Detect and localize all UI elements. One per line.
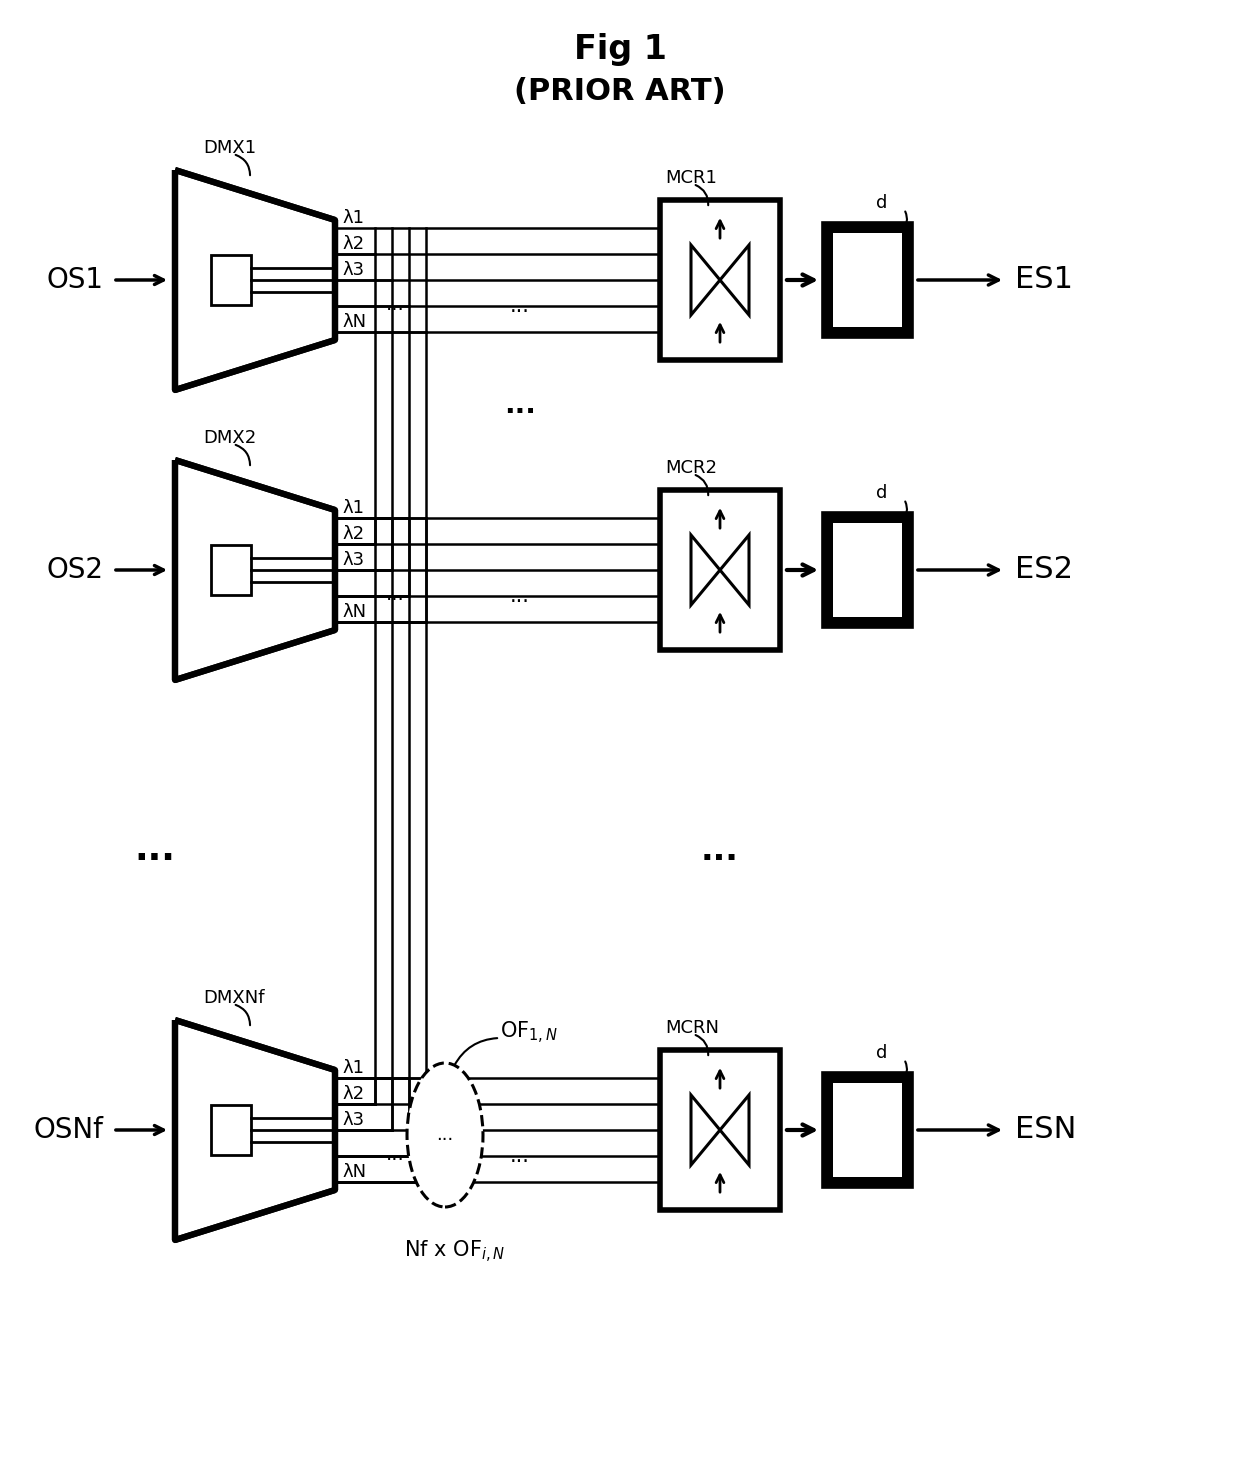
Text: OSNf: OSNf <box>33 1116 103 1144</box>
Text: DMX1: DMX1 <box>203 139 257 157</box>
Polygon shape <box>854 264 880 296</box>
Text: λ3: λ3 <box>342 261 365 278</box>
Text: ...: ... <box>510 296 529 316</box>
Text: OS2: OS2 <box>46 557 103 585</box>
Text: MCR2: MCR2 <box>665 459 717 478</box>
Text: λ2: λ2 <box>342 524 365 544</box>
Text: OS1: OS1 <box>46 267 103 294</box>
Bar <box>211 1105 250 1154</box>
Text: Fig 1: Fig 1 <box>574 34 666 66</box>
Text: ...: ... <box>386 585 404 604</box>
Text: λN: λN <box>342 314 366 331</box>
Text: ...: ... <box>510 1146 529 1166</box>
Text: λ1: λ1 <box>342 500 365 517</box>
Ellipse shape <box>407 1064 484 1207</box>
Polygon shape <box>175 1020 335 1239</box>
Text: ...: ... <box>386 1144 404 1163</box>
Text: ...: ... <box>386 294 404 314</box>
Text: DMX2: DMX2 <box>203 429 257 447</box>
Text: ESN: ESN <box>1016 1115 1076 1144</box>
Polygon shape <box>175 170 335 390</box>
Polygon shape <box>854 1113 880 1146</box>
Text: λN: λN <box>342 1163 366 1181</box>
Text: DMXNf: DMXNf <box>203 989 264 1006</box>
Text: d: d <box>875 1045 887 1062</box>
Text: ...: ... <box>135 834 175 867</box>
Text: OF$_{1,N}$: OF$_{1,N}$ <box>500 1020 558 1046</box>
Text: d: d <box>875 483 887 502</box>
Bar <box>825 516 910 626</box>
Bar <box>660 1050 780 1210</box>
Text: λ2: λ2 <box>342 1086 365 1103</box>
Text: ...: ... <box>701 834 739 866</box>
Text: λ1: λ1 <box>342 209 365 227</box>
Text: ...: ... <box>436 1127 454 1144</box>
Text: ES2: ES2 <box>1016 555 1073 585</box>
Polygon shape <box>854 554 880 586</box>
Text: (PRIOR ART): (PRIOR ART) <box>515 78 725 107</box>
Bar <box>211 255 250 305</box>
Bar <box>211 545 250 595</box>
Text: ...: ... <box>510 586 529 607</box>
Text: λ1: λ1 <box>342 1059 365 1077</box>
Bar <box>660 201 780 360</box>
Bar <box>833 1083 901 1176</box>
Bar <box>660 489 780 650</box>
Text: d: d <box>875 193 887 212</box>
Text: λN: λN <box>342 604 366 621</box>
Bar <box>825 226 910 335</box>
Bar <box>825 1075 910 1185</box>
Bar <box>833 233 901 327</box>
Text: MCR1: MCR1 <box>665 168 717 188</box>
Text: λ3: λ3 <box>342 551 365 568</box>
Text: λ2: λ2 <box>342 234 365 253</box>
Text: ES1: ES1 <box>1016 265 1073 294</box>
Text: Nf x OF$_{i,N}$: Nf x OF$_{i,N}$ <box>404 1239 506 1266</box>
Text: λ3: λ3 <box>342 1110 365 1130</box>
Bar <box>833 523 901 617</box>
Text: ...: ... <box>505 391 536 419</box>
Text: MCRN: MCRN <box>665 1020 719 1037</box>
Polygon shape <box>175 460 335 680</box>
